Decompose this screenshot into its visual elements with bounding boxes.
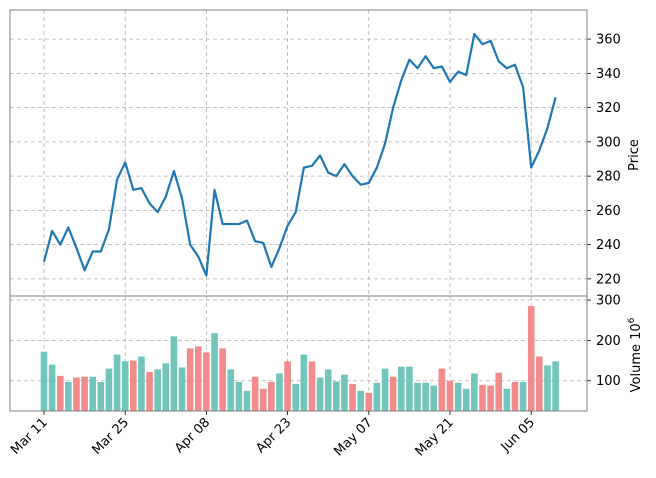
volume-bar xyxy=(154,369,161,411)
price-line xyxy=(42,32,557,277)
price-frame xyxy=(9,9,588,297)
price-ytick-label: 300 xyxy=(596,135,621,150)
volume-bar xyxy=(268,381,275,411)
volume-bar xyxy=(462,388,470,411)
volume-bar xyxy=(40,351,48,411)
volume-bar xyxy=(186,348,194,411)
volume-bar xyxy=(56,375,64,411)
xtick-label: May 07 xyxy=(331,415,375,459)
volume-bar xyxy=(81,376,88,411)
volume-bar xyxy=(373,382,381,411)
volume-bar xyxy=(333,381,340,411)
volume-bar xyxy=(511,381,519,411)
volume-bar xyxy=(194,346,202,411)
price-ytick-label: 340 xyxy=(596,67,621,82)
volume-bar xyxy=(105,368,113,411)
volume-bar xyxy=(219,348,226,411)
price-axis-label: Price xyxy=(627,139,642,171)
volume-ytick-label: 300 xyxy=(596,294,621,309)
volume-bar xyxy=(162,363,170,411)
xtick-label: Apr 23 xyxy=(253,415,294,456)
volume-axis-label-text: Volume 10 xyxy=(629,323,644,392)
volume-bar xyxy=(414,382,421,411)
xtick-label: May 21 xyxy=(413,415,457,459)
volume-bar xyxy=(65,381,72,411)
volume-bar xyxy=(178,367,186,411)
volume-bar xyxy=(121,361,129,411)
volume-bar xyxy=(365,392,373,411)
price-ytick-label: 320 xyxy=(596,101,621,116)
volume-bar xyxy=(292,383,300,411)
volume-bar xyxy=(544,365,551,411)
volume-bar xyxy=(170,336,178,411)
volume-bar xyxy=(276,373,283,411)
volume-bar xyxy=(251,376,259,411)
volume-bar xyxy=(471,373,478,411)
volume-bar xyxy=(89,376,97,411)
volume-bar xyxy=(487,385,494,411)
volume-ytick-label: 100 xyxy=(596,374,621,389)
volume-bar xyxy=(341,374,348,411)
volume-bar xyxy=(422,382,429,411)
volume-bar xyxy=(97,381,105,411)
volume-bar xyxy=(284,361,291,411)
volume-bar xyxy=(259,388,267,411)
volume-bar xyxy=(48,364,56,411)
volume-bar xyxy=(438,368,446,411)
volume-bar xyxy=(308,361,316,411)
volume-bar xyxy=(203,352,210,411)
volume-bar xyxy=(130,360,137,411)
xtick-label: Apr 08 xyxy=(172,415,213,456)
price-ytick-label: 240 xyxy=(596,238,621,253)
volume-bar xyxy=(479,384,486,411)
x-axis: Mar 11 Mar 25 Apr 08 Apr 23 May 07 May 21 Jun … xyxy=(8,411,538,459)
volume-bar xyxy=(243,390,251,411)
volume-bar xyxy=(430,385,438,411)
volume-bar xyxy=(381,368,389,411)
volume-bar xyxy=(536,356,543,411)
volume-ytick-label: 200 xyxy=(596,334,621,349)
volume-bar xyxy=(316,377,324,411)
price-ytick-label: 280 xyxy=(596,170,621,185)
volume-bar xyxy=(503,388,511,411)
volume-bar xyxy=(113,354,121,411)
volume-bar xyxy=(324,369,332,411)
volume-axis-label: Volume 106 xyxy=(627,317,644,392)
volume-bar xyxy=(227,369,235,411)
volume-bar xyxy=(138,356,145,411)
volume-frame xyxy=(9,295,588,412)
price-panel: 220 240 260 280 300 320 340 360 xyxy=(9,9,621,297)
volume-bar xyxy=(211,333,218,411)
volume-bar xyxy=(146,371,153,411)
volume-bar xyxy=(300,354,308,411)
volume-bar xyxy=(527,306,535,411)
volume-axis-label-exponent: 6 xyxy=(627,317,637,323)
volume-bar xyxy=(552,361,559,411)
xtick-label: Jun 05 xyxy=(498,415,538,455)
volume-bar xyxy=(397,366,405,411)
xtick-label: Mar 25 xyxy=(89,415,132,458)
volume-bar xyxy=(495,372,503,411)
volume-bar xyxy=(389,376,397,411)
volume-bar xyxy=(406,366,413,411)
price-ytick-label: 260 xyxy=(596,204,621,219)
volume-panel: 100 200 300 xyxy=(9,294,621,412)
volume-bar xyxy=(454,382,462,411)
volume-bar xyxy=(357,390,364,411)
volume-bar xyxy=(73,377,80,411)
price-ytick-label: 360 xyxy=(596,33,621,48)
volume-bar xyxy=(446,380,454,411)
xtick-label: Mar 11 xyxy=(8,415,51,458)
volume-bar xyxy=(235,381,243,411)
volume-bar xyxy=(519,381,527,411)
price-ytick-label: 220 xyxy=(596,272,621,287)
volume-bar xyxy=(349,383,356,411)
